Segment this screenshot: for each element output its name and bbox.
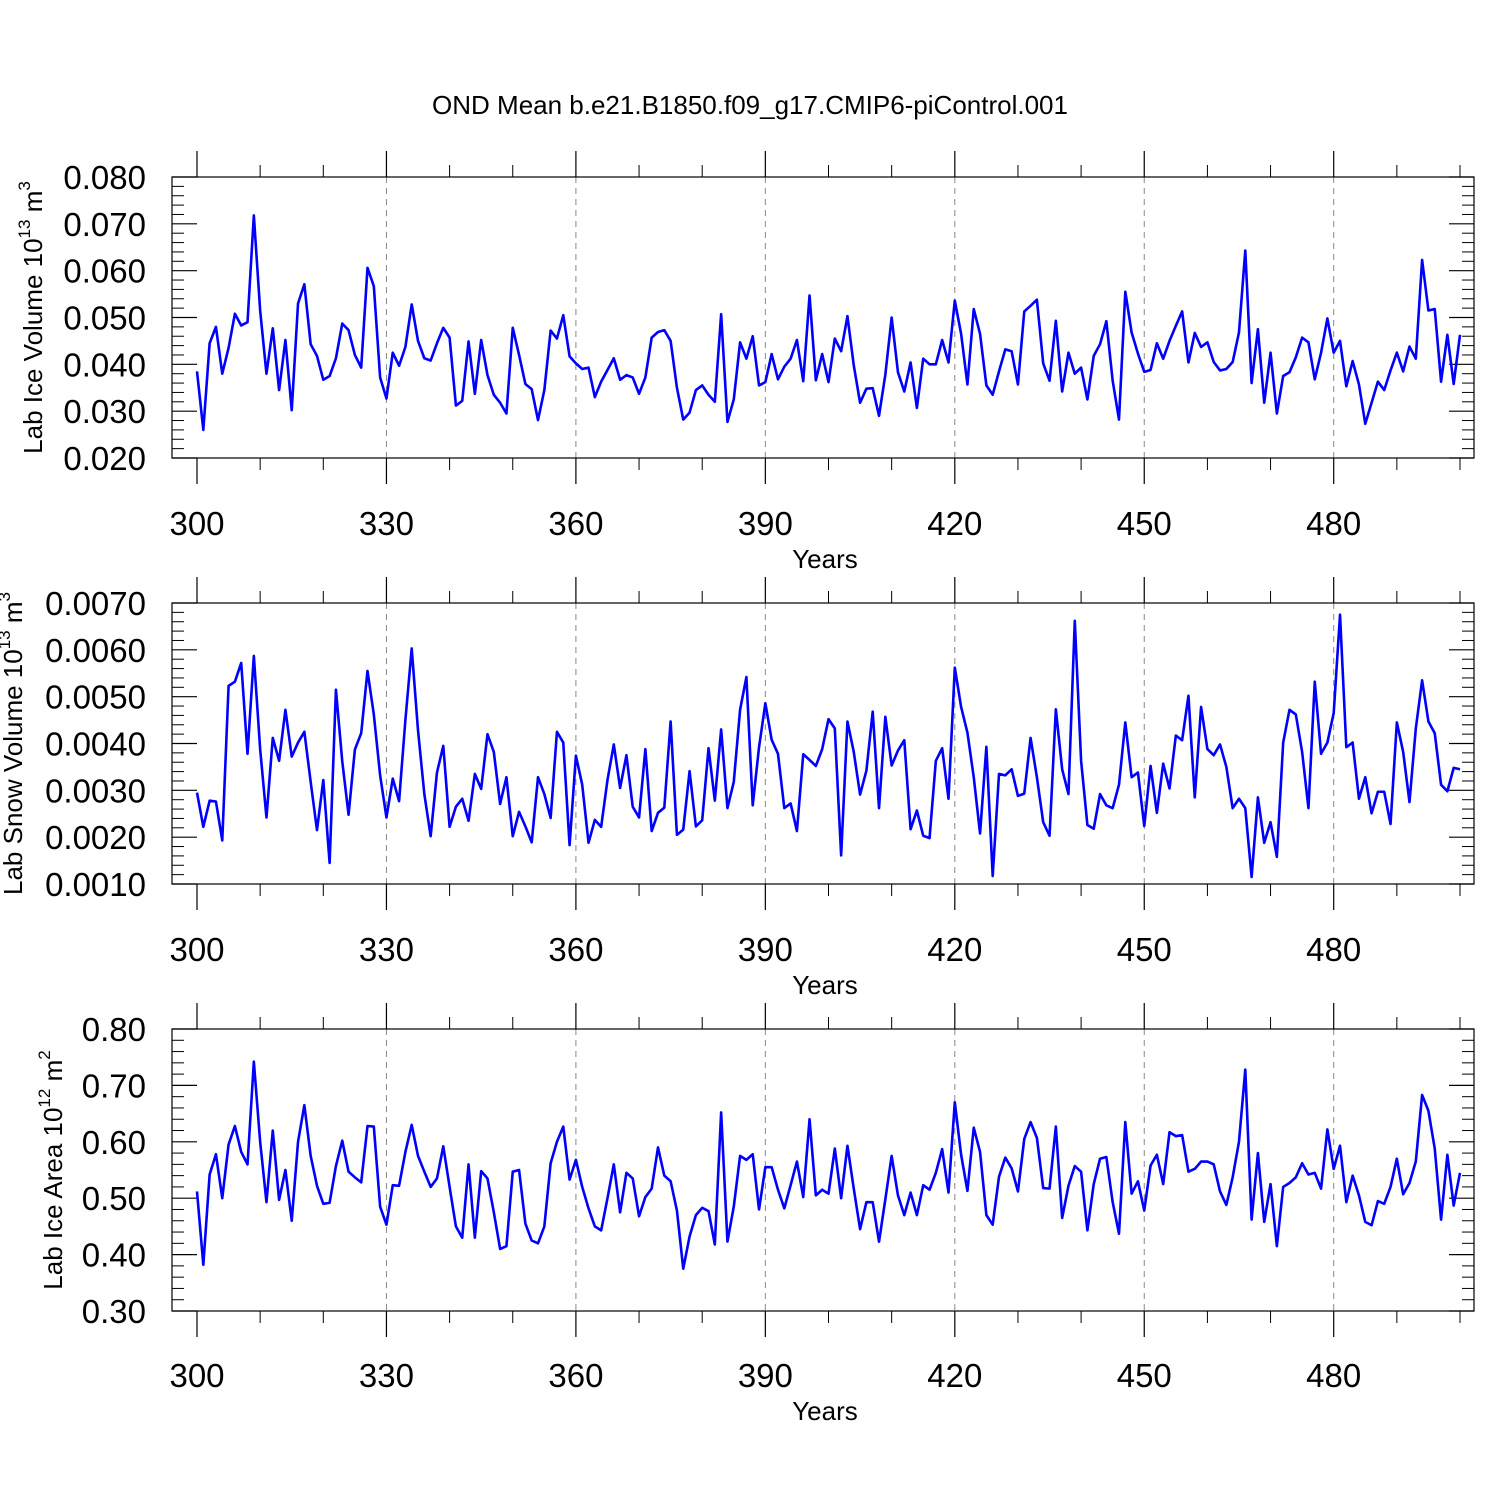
y-axis-title-exponent: 12 xyxy=(35,1089,54,1108)
y-tick-label: 0.0070 xyxy=(45,585,146,622)
plot-frame xyxy=(171,176,1475,459)
x-tick-label: 450 xyxy=(1117,1357,1172,1394)
y-tick-label: 0.050 xyxy=(63,300,146,337)
x-tick-label: 420 xyxy=(927,931,982,968)
y-tick-label: 0.60 xyxy=(82,1124,146,1161)
x-tick-label: 390 xyxy=(738,505,793,542)
y-axis-title-unit: m xyxy=(18,191,48,220)
y-tick-label: 0.0060 xyxy=(45,632,146,669)
series-line-1 xyxy=(195,613,1461,879)
y-tick-label: 0.0050 xyxy=(45,679,146,716)
y-tick-label: 0.020 xyxy=(63,440,146,477)
x-tick-label: 330 xyxy=(359,505,414,542)
x-tick-label: 480 xyxy=(1306,505,1361,542)
y-tick-label: 0.0020 xyxy=(45,819,146,856)
y-axis-title-unit: m xyxy=(0,601,28,630)
x-tick-label: 390 xyxy=(738,1357,793,1394)
x-tick-label: 300 xyxy=(169,931,224,968)
x-tick-label: 450 xyxy=(1117,931,1172,968)
y-tick-label: 0.40 xyxy=(82,1237,146,1274)
y-tick-label: 0.0030 xyxy=(45,772,146,809)
y-axis-title: Lab Ice Volume 1013 m3 xyxy=(15,181,48,454)
x-tick-label: 360 xyxy=(548,931,603,968)
y-axis-title-text: Lab Snow Volume 10 xyxy=(0,649,28,895)
x-tick-label: 300 xyxy=(169,1357,224,1394)
y-axis-title-unit-exponent: 3 xyxy=(0,592,14,601)
chart-panel-2: 0.0010 0.0020 0.0030 0.0040 0.0050 0.0060 0.00… xyxy=(0,577,1475,1000)
y-axis-title-unit-exponent: 3 xyxy=(15,181,34,190)
y-axis-title: Lab Ice Area 1012 m2 xyxy=(35,1050,68,1289)
y-tick-label: 0.50 xyxy=(82,1180,146,1217)
y-tick-label: 0.0040 xyxy=(45,726,146,763)
y-axis-title-exponent: 13 xyxy=(15,220,34,239)
y-tick-label: 0.070 xyxy=(63,206,146,243)
x-tick-label: 360 xyxy=(548,505,603,542)
x-tick-label: 480 xyxy=(1306,931,1361,968)
chart-title: OND Mean b.e21.B1850.f09_g17.CMIP6-piCon… xyxy=(432,90,1068,120)
y-tick-label: 0.080 xyxy=(63,159,146,196)
y-tick-label: 0.030 xyxy=(63,393,146,430)
x-tick-label: 450 xyxy=(1117,505,1172,542)
series-line-1 xyxy=(195,1060,1462,1270)
y-tick-label: 0.0010 xyxy=(45,866,146,903)
y-axis-title-unit: m xyxy=(38,1060,68,1089)
y-axis-title-text: Lab Ice Volume 10 xyxy=(18,238,48,453)
y-axis-title-unit-exponent: 2 xyxy=(35,1050,54,1059)
x-tick-label: 420 xyxy=(927,505,982,542)
x-tick-label: 300 xyxy=(169,505,224,542)
x-tick-label: 480 xyxy=(1306,1357,1361,1394)
x-axis-title: Years xyxy=(792,1396,858,1426)
chart-panel-3: 0.30 0.40 0.50 0.60 0.70 0.80 300 330 360 390 420 4… xyxy=(35,1003,1475,1426)
y-axis-title: Lab Snow Volume 1013 m3 xyxy=(0,592,28,895)
series-line-1 xyxy=(195,214,1462,432)
x-axis-title: Years xyxy=(792,544,858,574)
x-tick-label: 390 xyxy=(738,931,793,968)
y-tick-label: 0.70 xyxy=(82,1067,146,1104)
x-tick-label: 420 xyxy=(927,1357,982,1394)
y-tick-label: 0.80 xyxy=(82,1011,146,1048)
x-tick-label: 330 xyxy=(359,931,414,968)
y-axis-title-exponent: 13 xyxy=(0,630,14,649)
x-tick-label: 360 xyxy=(548,1357,603,1394)
y-tick-label: 0.040 xyxy=(63,346,146,383)
plot-frame xyxy=(171,1028,1475,1312)
y-axis-title-text: Lab Ice Area 10 xyxy=(38,1108,68,1290)
y-tick-label: 0.30 xyxy=(82,1293,146,1330)
x-axis-title: Years xyxy=(792,970,858,1000)
x-tick-label: 330 xyxy=(359,1357,414,1394)
y-tick-label: 0.060 xyxy=(63,253,146,290)
